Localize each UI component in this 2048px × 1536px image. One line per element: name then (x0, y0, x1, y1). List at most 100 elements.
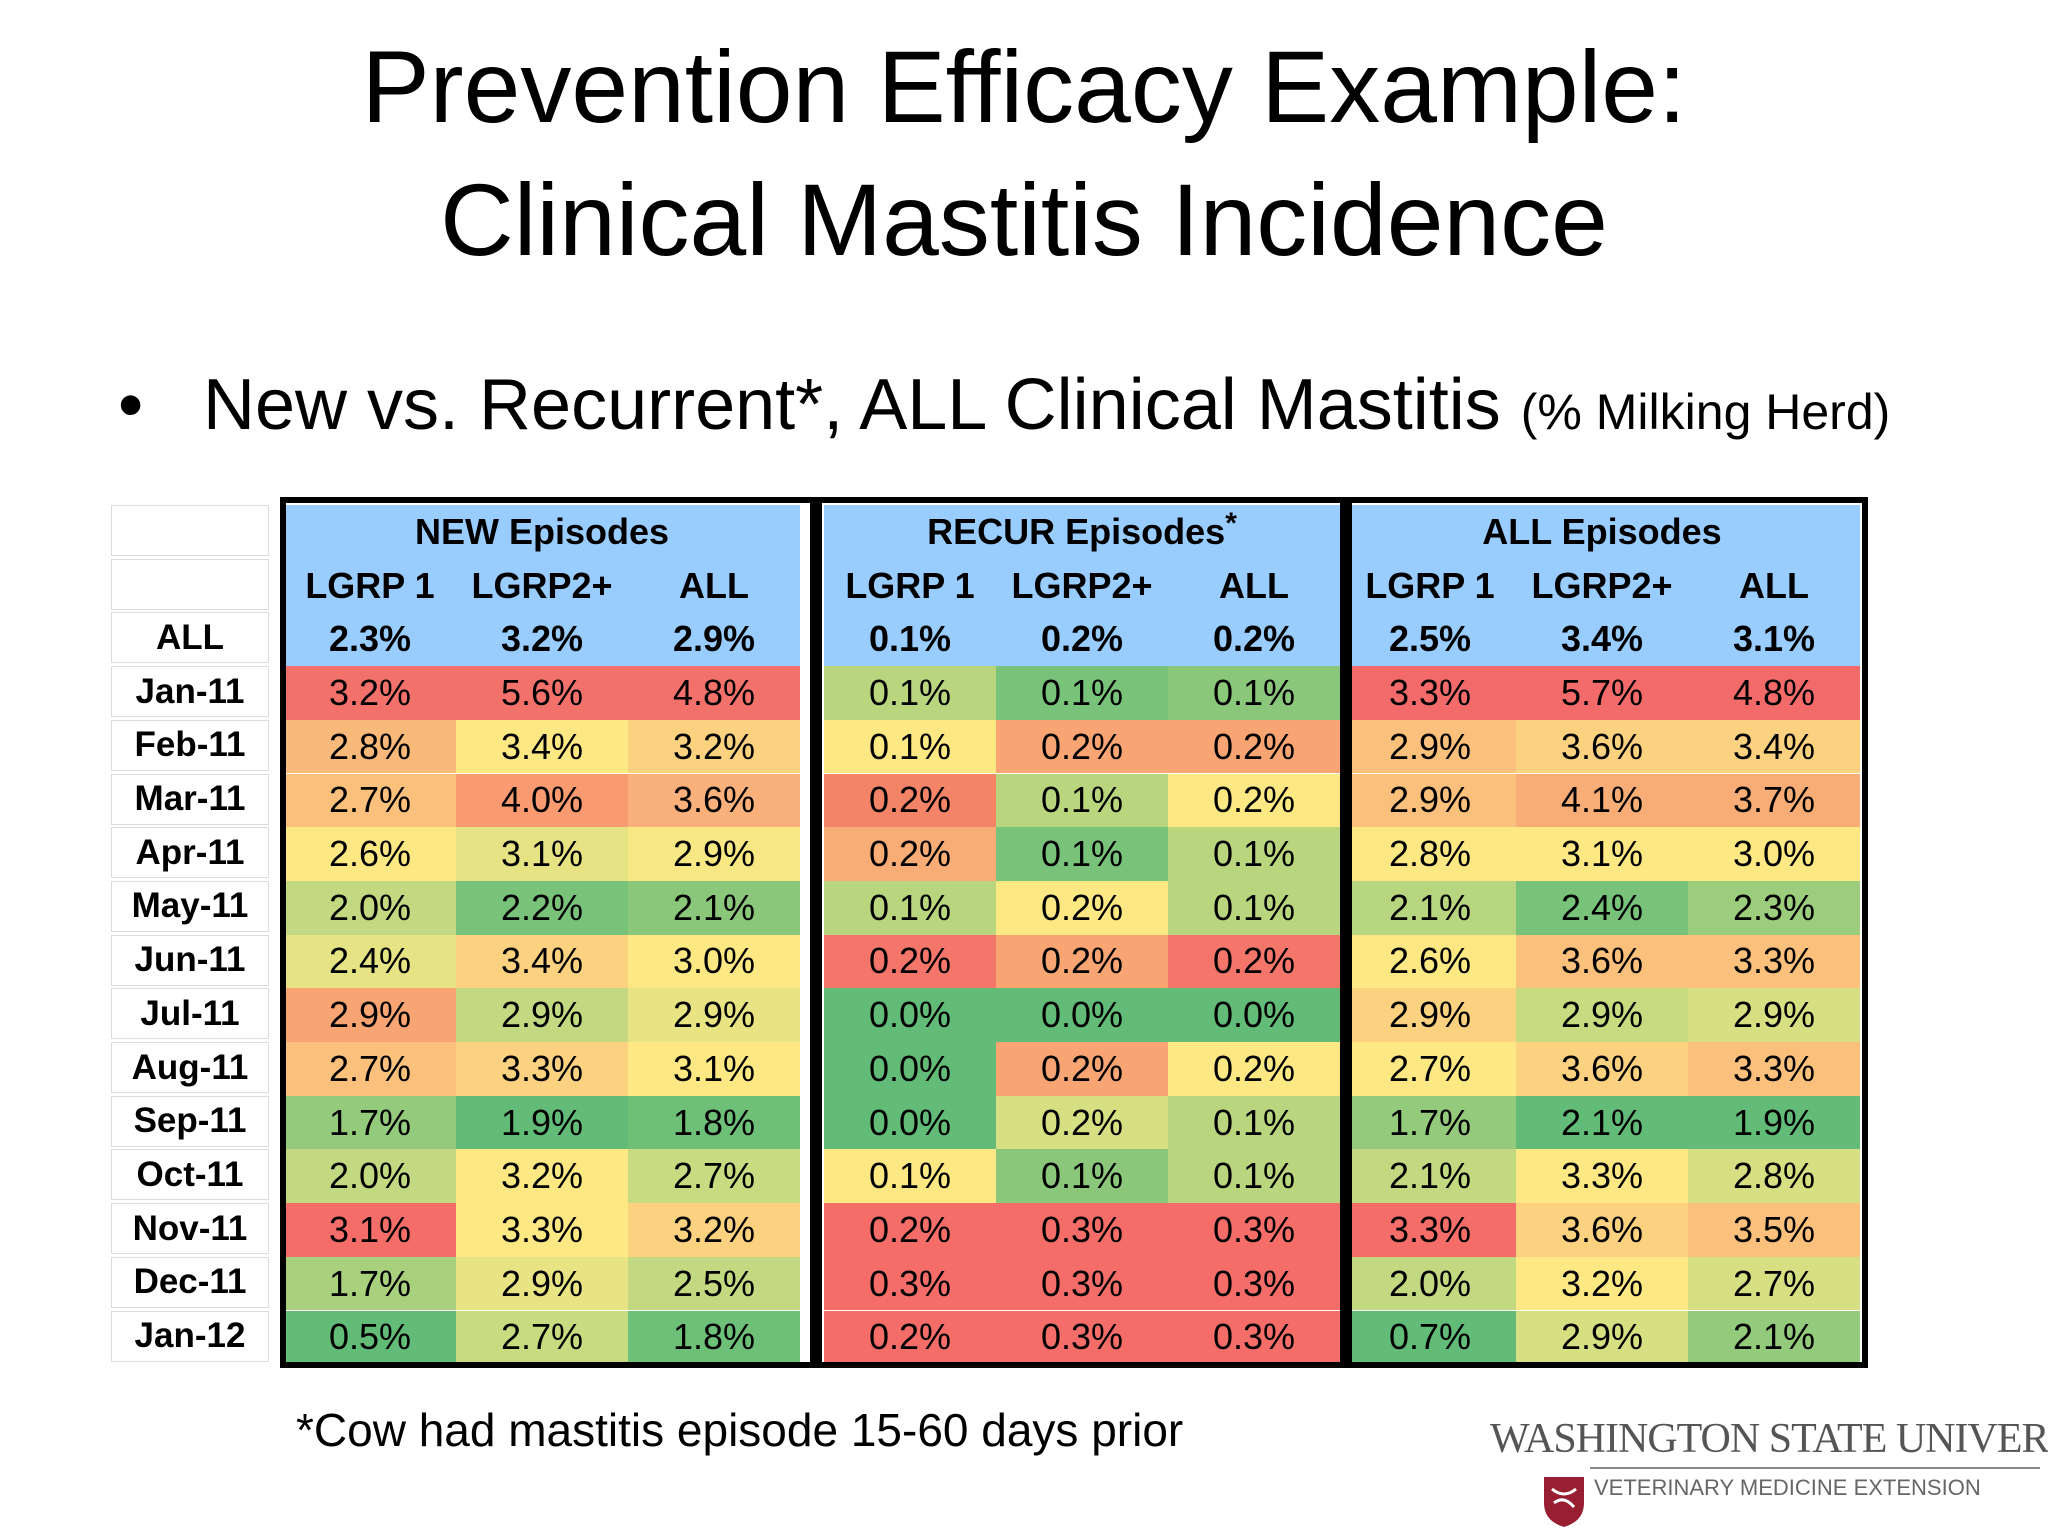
table-cell: 2.9% (1516, 988, 1688, 1042)
table-cell: 0.7% (1344, 1310, 1516, 1365)
table-cell: 3.2% (1516, 1256, 1688, 1311)
table-cell: 3.1% (284, 1203, 456, 1257)
table-cell: 3.4% (456, 719, 628, 774)
table-cell: 2.9% (1516, 1310, 1688, 1365)
table-cell: 0.1% (824, 719, 996, 774)
summary-value: 0.2% (1212, 618, 1296, 660)
summary-value: 2.3% (328, 618, 412, 660)
summary-value: 3.2% (500, 618, 584, 660)
column-header: ALL (679, 564, 749, 606)
table-cell: 2.7% (284, 773, 456, 828)
row-label: Feb-11 (111, 719, 269, 771)
bullet-unit: (% Milking Herd) (1520, 384, 1891, 440)
bullet-text: New vs. Recurrent*, ALL Clinical Mastiti… (203, 365, 1501, 445)
table-cell: 2.8% (1688, 1149, 1860, 1204)
table-cell: 0.2% (996, 1095, 1168, 1150)
row-label: Jan-12 (111, 1310, 269, 1362)
group-header: RECUR Episodes * (824, 505, 1340, 559)
table-cell: 0.1% (824, 880, 996, 935)
table-cell: 2.9% (456, 1256, 628, 1311)
table-cell: 1.7% (1344, 1095, 1516, 1150)
row-label: May-11 (111, 880, 269, 932)
table-cell: 0.2% (824, 934, 996, 989)
row-label: Dec-11 (111, 1256, 269, 1308)
table-cell: 0.3% (1168, 1256, 1340, 1311)
table-cell: 0.2% (1168, 719, 1340, 774)
row-label: Jun-11 (111, 934, 269, 986)
column-header: ALL (1739, 564, 1809, 606)
table-cell: 2.1% (628, 880, 800, 935)
table-cell: 3.0% (628, 934, 800, 989)
table-cell: 4.8% (628, 666, 800, 720)
bullet-point: • New vs. Recurrent*, ALL Clinical Mastit… (118, 360, 1890, 457)
table-cell: 0.2% (824, 773, 996, 828)
row-label-all: ALL (111, 612, 269, 664)
table-cell: 2.8% (284, 719, 456, 774)
table-cell: 3.3% (456, 1203, 628, 1257)
table-cell: 0.3% (996, 1310, 1168, 1365)
table-cell: 2.0% (1344, 1256, 1516, 1311)
table-cell: 3.6% (1516, 1042, 1688, 1096)
bullet-symbol: • (118, 365, 144, 445)
table-cell: 4.1% (1516, 773, 1688, 828)
table-cell: 2.0% (284, 880, 456, 935)
table-cell: 3.2% (284, 666, 456, 720)
group-header-label: NEW Episodes (414, 510, 670, 552)
wsu-logo: WASHINGTON STATE UNIVERSITY VETERINARY M… (1490, 1415, 2048, 1527)
table-cell: 2.4% (1516, 880, 1688, 935)
column-header: LGRP 1 (305, 564, 435, 606)
table-cell: 5.7% (1516, 666, 1688, 720)
table-cell: 2.1% (1516, 1095, 1688, 1150)
row-label: Oct-11 (111, 1149, 269, 1201)
table-cell: 3.2% (628, 719, 800, 774)
table-cell: 2.7% (628, 1149, 800, 1204)
table-cell: 2.1% (1344, 1149, 1516, 1204)
table-cell: 3.4% (456, 934, 628, 989)
table-cell: 2.9% (456, 988, 628, 1042)
table-cell: 0.2% (824, 827, 996, 881)
row-label-blank (111, 558, 269, 610)
column-header: LGRP 1 (1365, 564, 1495, 606)
table-cell: 4.8% (1688, 666, 1860, 720)
table-cell: 1.9% (1688, 1095, 1860, 1150)
table-cell: 2.9% (628, 827, 800, 881)
table-cell: 0.3% (996, 1256, 1168, 1311)
column-header: LGRP2+ (471, 564, 613, 606)
table-cell: 1.9% (456, 1095, 628, 1150)
table-cell: 0.1% (1168, 1095, 1340, 1150)
table-cell: 0.1% (1168, 1149, 1340, 1204)
table-cell: 0.2% (996, 719, 1168, 774)
group-header-bg (284, 505, 800, 667)
table-cell: 2.5% (628, 1256, 800, 1311)
table-cell: 0.2% (996, 1042, 1168, 1096)
table-cell: 3.7% (1688, 773, 1860, 828)
row-label-blank (111, 505, 269, 556)
table-cell: 0.0% (824, 988, 996, 1042)
group-header: NEW Episodes (284, 505, 800, 559)
table-cell: 3.1% (456, 827, 628, 881)
group-header: ALL Episodes (1344, 505, 1860, 559)
table-cell: 0.1% (996, 827, 1168, 881)
column-header: LGRP2+ (1531, 564, 1673, 606)
table-cell: 3.4% (1688, 719, 1860, 774)
table-cell: 2.9% (1344, 773, 1516, 828)
table-cell: 0.0% (824, 1095, 996, 1150)
table-cell: 2.2% (456, 880, 628, 935)
table-cell: 2.0% (284, 1149, 456, 1204)
group-header-bg (1344, 505, 1860, 667)
summary-value: 0.1% (868, 618, 952, 660)
table-cell: 0.1% (824, 1149, 996, 1204)
table-cell: 0.1% (996, 1149, 1168, 1204)
table-cell: 0.3% (996, 1203, 1168, 1257)
table-cell: 3.3% (1688, 1042, 1860, 1096)
table-cell: 0.2% (1168, 1042, 1340, 1096)
table-cell: 2.9% (628, 988, 800, 1042)
row-label: Apr-11 (111, 827, 269, 879)
row-label: Jan-11 (111, 666, 269, 718)
table-cell: 2.9% (1344, 988, 1516, 1042)
table-cell: 2.9% (1688, 988, 1860, 1042)
table-cell: 0.1% (1168, 880, 1340, 935)
row-label: Jul-11 (111, 988, 269, 1040)
table-cell: 2.9% (284, 988, 456, 1042)
table-cell: 3.6% (628, 773, 800, 828)
